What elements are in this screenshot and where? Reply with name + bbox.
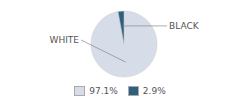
- svg-text:BLACK: BLACK: [169, 21, 200, 31]
- html-text:2.9%: 2.9%: [142, 86, 166, 96]
- html-text:97.1%: 97.1%: [89, 86, 118, 96]
- svg-text:WHITE: WHITE: [49, 35, 79, 45]
